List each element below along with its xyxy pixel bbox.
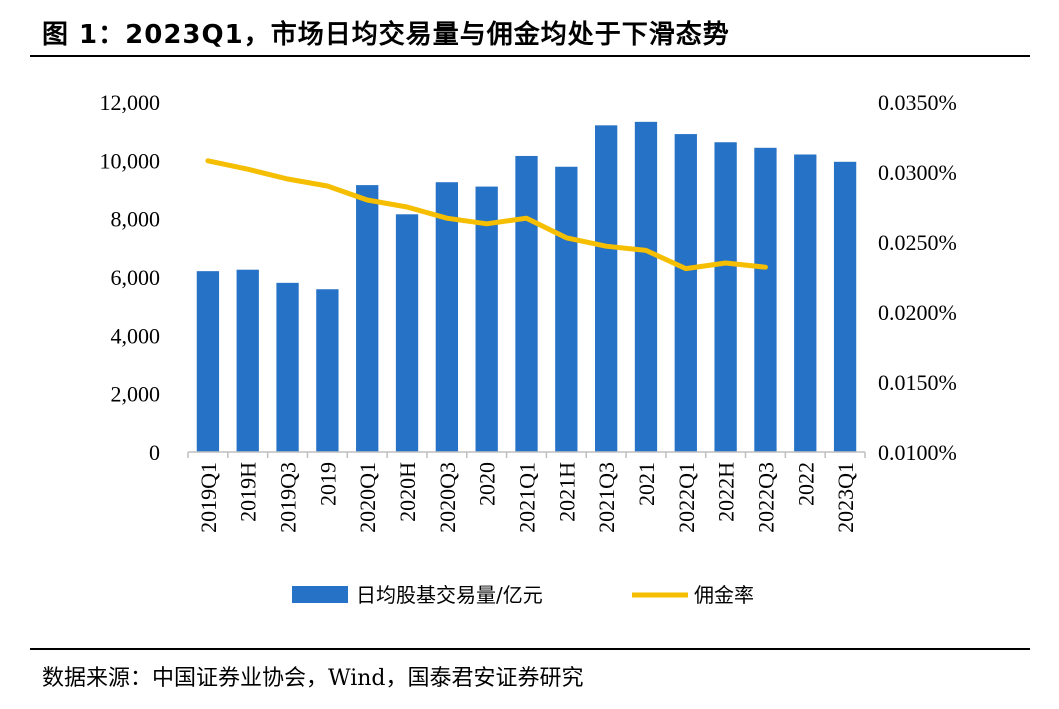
- bar: [674, 134, 697, 453]
- bar: [276, 282, 299, 452]
- legend-line-label: 佣金率: [694, 583, 754, 607]
- x-tick-label: 2021Q1: [515, 462, 540, 533]
- y-right-tick-label: 0.0200%: [878, 300, 957, 325]
- y-right-tick-label: 0.0150%: [878, 370, 957, 395]
- x-tick-label: 2019H: [236, 462, 261, 522]
- x-axis: 2019Q1 2019H 2019Q3 2019 2020Q1 2020H 2020Q3 20…: [187, 452, 866, 533]
- x-tick-label: 2023Q1: [833, 462, 858, 533]
- x-tick-label: 2022: [793, 462, 818, 506]
- legend: 日均股基交易量/亿元 佣金率: [292, 583, 754, 607]
- x-tick-label: 2021Q3: [594, 462, 619, 533]
- y-left-tick-label: 0: [149, 440, 160, 465]
- y-left-axis: 0 2,000 4,000 6,000 8,000 10,000 12,000: [100, 90, 161, 465]
- legend-bar-label: 日均股基交易量/亿元: [356, 583, 543, 607]
- x-tick-label: 2019: [315, 462, 340, 506]
- source-note: 数据来源：中国证券业协会，Wind，国泰君安证券研究: [42, 666, 584, 691]
- bar: [316, 289, 339, 452]
- x-tick-label: 2020H: [395, 462, 420, 522]
- bar: [356, 185, 379, 452]
- x-tick-label: 2021: [634, 462, 659, 506]
- bar: [794, 154, 817, 452]
- y-right-tick-label: 0.0300%: [878, 160, 957, 185]
- bar: [475, 186, 498, 453]
- y-right-tick-label: 0.0350%: [878, 90, 957, 115]
- line-series: [205, 158, 768, 272]
- bar: [515, 155, 538, 453]
- x-tick-label: 2019Q1: [196, 462, 221, 533]
- x-tick-label: 2021H: [554, 462, 579, 522]
- y-left-tick-label: 8,000: [111, 207, 161, 232]
- y-right-axis: 0.0100% 0.0150% 0.0200% 0.0250% 0.0300% 0.035…: [878, 90, 957, 465]
- bar: [435, 182, 459, 453]
- legend-bar-swatch: [292, 586, 348, 603]
- bar: [594, 125, 618, 452]
- bar: [634, 121, 658, 452]
- x-tick-label: 2019Q3: [276, 462, 301, 533]
- bar: [714, 142, 737, 452]
- x-tick-label: 2022Q3: [753, 462, 778, 533]
- y-right-tick-label: 0.0250%: [878, 230, 957, 255]
- bar: [196, 271, 220, 452]
- y-left-tick-label: 12,000: [100, 90, 161, 115]
- bar: [555, 166, 578, 452]
- title-divider: [30, 55, 1030, 57]
- bar: [395, 214, 419, 452]
- x-tick-label: 2022Q1: [674, 462, 699, 533]
- y-left-tick-label: 6,000: [111, 265, 161, 290]
- bar: [833, 161, 857, 452]
- bar-series: [196, 121, 857, 453]
- y-left-tick-label: 10,000: [100, 148, 161, 173]
- chart-canvas: 0 2,000 4,000 6,000 8,000 10,000 12,000 0.0100…: [100, 90, 957, 607]
- y-left-tick-label: 2,000: [111, 382, 161, 407]
- bar: [236, 269, 259, 452]
- x-tick-label: 2020Q1: [355, 462, 380, 533]
- chart-title: 图 1：2023Q1，市场日均交易量与佣金均处于下滑态势: [42, 20, 730, 50]
- y-right-tick-label: 0.0100%: [878, 440, 957, 465]
- x-tick-label: 2020: [475, 462, 500, 506]
- x-tick-label: 2020Q3: [435, 462, 460, 533]
- y-left-tick-label: 4,000: [111, 323, 161, 348]
- source-divider: [30, 648, 1030, 650]
- x-tick-label: 2022H: [714, 462, 739, 522]
- bar: [754, 147, 777, 452]
